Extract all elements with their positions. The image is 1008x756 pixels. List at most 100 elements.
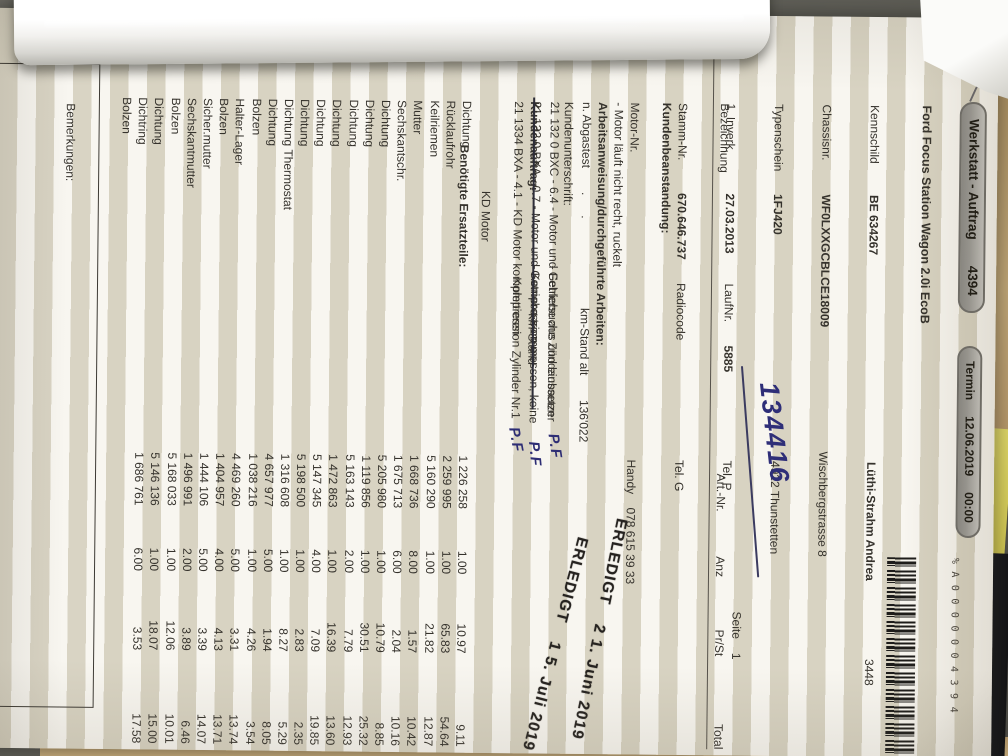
- part-anz: 2.00: [341, 549, 356, 574]
- part-name: Dichtung: [459, 100, 474, 149]
- part-name: Sicher.mutter: [200, 97, 215, 169]
- part-total: 8.85: [372, 722, 387, 746]
- col-pr-st: Pr/St: [712, 629, 727, 657]
- part-name: Dichtung: [265, 98, 280, 147]
- part-art-nr: 5 198 500: [293, 453, 309, 508]
- kennschild-value: BE 634267: [866, 194, 881, 256]
- part-anz: 1.00: [276, 549, 292, 573]
- part-total: 14.07: [194, 713, 209, 745]
- row-kennschild: Kennschild BE 634267 Lüthi-Strahm Andrea…: [857, 17, 883, 756]
- seite-label: Seite: [729, 611, 744, 640]
- part-anz: 2.00: [179, 547, 195, 572]
- part-total: 13.74: [226, 714, 241, 745]
- handwritten-pf: P.F: [525, 440, 545, 469]
- part-total: 12.93: [339, 715, 355, 746]
- part-anz: 4.00: [309, 549, 324, 573]
- part-name: Dichtung: [378, 99, 394, 148]
- part-art-nr: 1 444 106: [196, 452, 212, 507]
- termin-bar: Termin 12.06.2019 00:00: [955, 345, 983, 539]
- row-chassisnr: Chassisnr. WF0LXXGCBLCE18009 Wischbergst…: [809, 16, 835, 756]
- part-name: Sechskantmutter: [183, 97, 199, 188]
- arbeiten-item-text: 21 132 0 BXA - 0.7 - Motor und Getriebe …: [527, 101, 544, 361]
- part-name: Halter-Lager: [232, 98, 248, 166]
- seite-number: 1: [729, 652, 744, 660]
- part-total: 13.71: [210, 714, 225, 745]
- termin-label: Termin: [962, 360, 978, 401]
- barcode-text: %A0000004394: [947, 557, 961, 721]
- part-pr-st: 10.79: [373, 622, 388, 653]
- handwritten-pf: P.F: [544, 432, 566, 461]
- part-total: 54.64: [437, 716, 452, 747]
- bemerkungen-label: Bemerkungen:: [63, 103, 78, 182]
- part-pr-st: 7.09: [308, 628, 323, 653]
- part-anz: 1.00: [244, 548, 259, 573]
- part-anz: [113, 505, 130, 571]
- part-art-nr: 1 675 713: [390, 454, 406, 509]
- part-art-nr: 5 147 345: [310, 453, 325, 508]
- part-anz: 1.00: [357, 549, 373, 574]
- part-art-nr: 1 404 957: [212, 452, 228, 507]
- part-name: Bolzen: [249, 98, 264, 136]
- part-anz: 1.00: [438, 550, 454, 575]
- part-anz: 1.00: [454, 550, 470, 575]
- part-art-nr: 4 657 977: [261, 453, 276, 507]
- part-art-nr: 2 259 995: [439, 455, 455, 509]
- part-anz: 1.00: [163, 547, 178, 572]
- part-pr-st: 18.07: [146, 620, 161, 651]
- col-total: Total: [711, 723, 726, 750]
- part-art-nr: 5 163 143: [342, 454, 357, 508]
- part-pr-st: 30.51: [357, 622, 372, 653]
- parts-table: Dichtung 1 226 258 1.00 10.97 9.11 Rücklaufro…: [111, 9, 475, 747]
- part-art-nr: 1 472 863: [326, 454, 341, 508]
- part-name: Dichtring: [135, 97, 151, 145]
- col-bezeichnung: Bezeichnung: [717, 103, 732, 173]
- part-anz: 4.00: [212, 548, 227, 572]
- part-art-nr: 1 316 608: [277, 453, 293, 508]
- typenschein-label: Typenschein: [771, 103, 786, 172]
- part-anz: 5.00: [260, 548, 275, 573]
- beanstandung-heading: Kundenbeanstandung:: [658, 102, 674, 234]
- chassisnr-value: WF0LXXGCBLCE18009: [817, 194, 833, 328]
- part-anz: 6.00: [390, 550, 405, 574]
- part-art-nr: 5 146 136: [148, 452, 163, 506]
- part-anz: 5.00: [228, 548, 243, 573]
- part-pr-st: 7.79: [340, 628, 356, 653]
- part-pr-st: 3.53: [130, 626, 145, 651]
- part-pr-st: 3.89: [178, 627, 194, 651]
- part-art-nr: 1 668 736: [407, 454, 422, 509]
- part-name: Dichtung: [151, 97, 167, 145]
- part-art-nr: 4 469 260: [229, 453, 244, 507]
- part-pr-st: 1.94: [259, 628, 275, 652]
- part-total: 15.00: [145, 713, 160, 744]
- title-bar: Werkstatt - Auftrag 4394: [957, 101, 987, 313]
- part-name: Bolzen: [216, 98, 232, 135]
- part-art-nr: 5 168 033: [164, 452, 179, 506]
- part-anz: 5.00: [196, 548, 211, 572]
- part-total: 6.46: [178, 720, 193, 744]
- part-anz: 1.00: [293, 549, 308, 573]
- part-name: Keilriemen: [426, 100, 442, 158]
- col-anz: Anz: [712, 556, 728, 578]
- customer-street: Wischbergstrasse 8: [815, 451, 831, 557]
- typenschein-value: 1FJ420: [770, 193, 785, 235]
- part-name: Sechskantschr.: [394, 99, 410, 182]
- vehicle-model: Ford Focus Station Wagon 2.0i EcoB: [917, 105, 934, 324]
- part-art-nr: 5 205 980: [374, 454, 390, 509]
- part-pr-st: 1.57: [405, 629, 420, 654]
- part-name: Bolzen: [168, 97, 183, 135]
- part-total: 17.58: [129, 713, 144, 744]
- werkstatt-auftrag-document: Werkstatt - Auftrag 4394 Termin 12.06.20…: [0, 7, 999, 756]
- part-pr-st: 3.31: [227, 627, 242, 652]
- part-total: 10.16: [388, 715, 403, 747]
- chassisnr-label: Chassisnr.: [819, 104, 834, 161]
- part-total: [111, 650, 128, 743]
- part-pr-st: 10.97: [454, 623, 469, 654]
- part-pr-st: 12.06: [162, 620, 178, 651]
- part-total: 10.42: [404, 716, 419, 747]
- part-total: 19.85: [307, 715, 322, 746]
- part-anz: 1.00: [374, 550, 389, 574]
- part-anz: 6.00: [131, 547, 146, 571]
- part-total: 10.01: [161, 713, 177, 744]
- customer-number: 3448: [861, 658, 877, 686]
- part-anz: 1.00: [147, 547, 162, 572]
